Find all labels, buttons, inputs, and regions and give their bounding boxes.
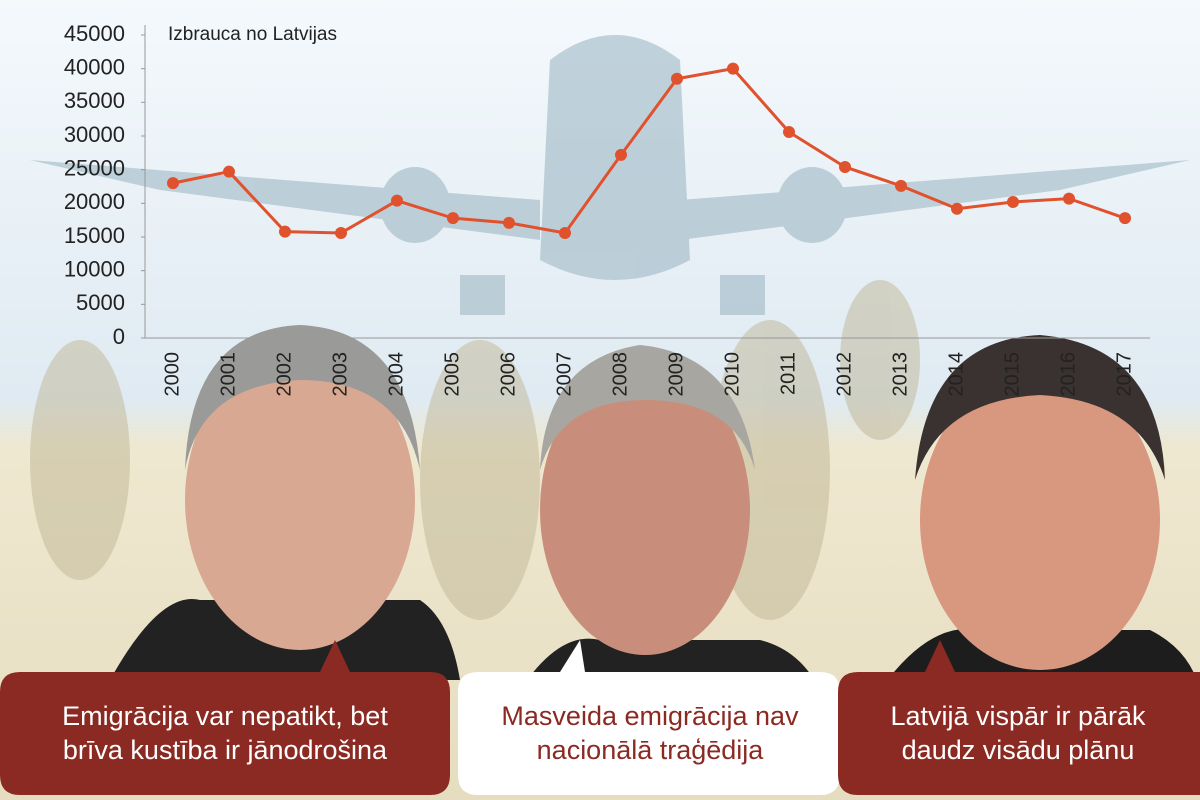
speech-bubble: Emigrācija var nepatikt, bet brīva kustī… [0,640,450,795]
point [615,148,627,161]
x-tick-label: 2009 [665,352,687,397]
y-tick-label: 35000 [64,88,125,113]
point [559,226,571,239]
series-line [172,67,1126,235]
point [727,62,739,75]
y-tick-label: 25000 [64,155,125,180]
x-tick-label: 2000 [161,352,183,397]
y-tick-label: 45000 [64,21,125,46]
x-tick-label: 2003 [329,352,351,397]
x-tick-label: 2005 [441,352,463,397]
x-tick-label: 2011 [777,352,799,395]
chart-title: Izbrauca no Latvijas [168,24,337,45]
x-tick-label: 2016 [1057,352,1079,397]
x-tick-label: 2001 [217,352,239,397]
y-tick-label: 30000 [64,122,125,147]
y-tick-label: 20000 [64,189,125,214]
x-tick-label: 2015 [1001,352,1023,397]
point [223,165,235,178]
point [1119,212,1131,225]
point [839,160,851,173]
point [671,72,683,85]
quote-line: nacionālā traģēdija [537,735,765,765]
point [503,216,515,229]
x-tick-label: 2006 [497,352,519,397]
quote-line: Masveida emigrācija nav [501,701,799,731]
x-tick-label: 2002 [273,352,295,397]
speech-bubble: Latvijā vispār ir pārāk daudz visādu plā… [838,640,1200,795]
point [447,212,459,225]
portrait [520,345,820,690]
x-tick-label: 2013 [889,352,911,397]
point [895,179,907,192]
point [167,177,179,190]
speech-bubble: Masveida emigrācija nav nacionālā traģēd… [458,640,840,795]
x-tick-label: 2004 [385,352,407,397]
x-tick-label: 2010 [721,352,743,397]
quote-line: Emigrācija var nepatikt, bet [62,701,388,731]
point [279,225,291,238]
y-tick-label: 40000 [64,54,125,79]
x-tick-label: 2017 [1113,352,1135,397]
quote-line: Latvijā vispār ir pārāk [890,701,1146,731]
x-tick-label: 2014 [945,352,967,397]
point [1007,195,1019,208]
point [783,125,795,138]
x-tick-label: 2008 [609,352,631,397]
quote-line: brīva kustība ir jānodrošina [63,735,388,765]
y-tick-label: 15000 [64,223,125,248]
portrait [110,325,460,680]
x-tick-label: 2012 [833,352,855,397]
point [391,194,403,207]
point [951,202,963,215]
y-tick-label: 5000 [76,290,125,315]
quote-line: daudz visādu plānu [902,735,1135,765]
y-tick-label: 10000 [64,256,125,281]
point [1063,192,1075,205]
point [335,226,347,239]
x-tick-label: 2007 [553,352,575,397]
y-tick-label: 0 [113,324,125,349]
chart: Izbrauca no Latvijas 0 5000 10000 15000 2000… [64,21,1150,397]
